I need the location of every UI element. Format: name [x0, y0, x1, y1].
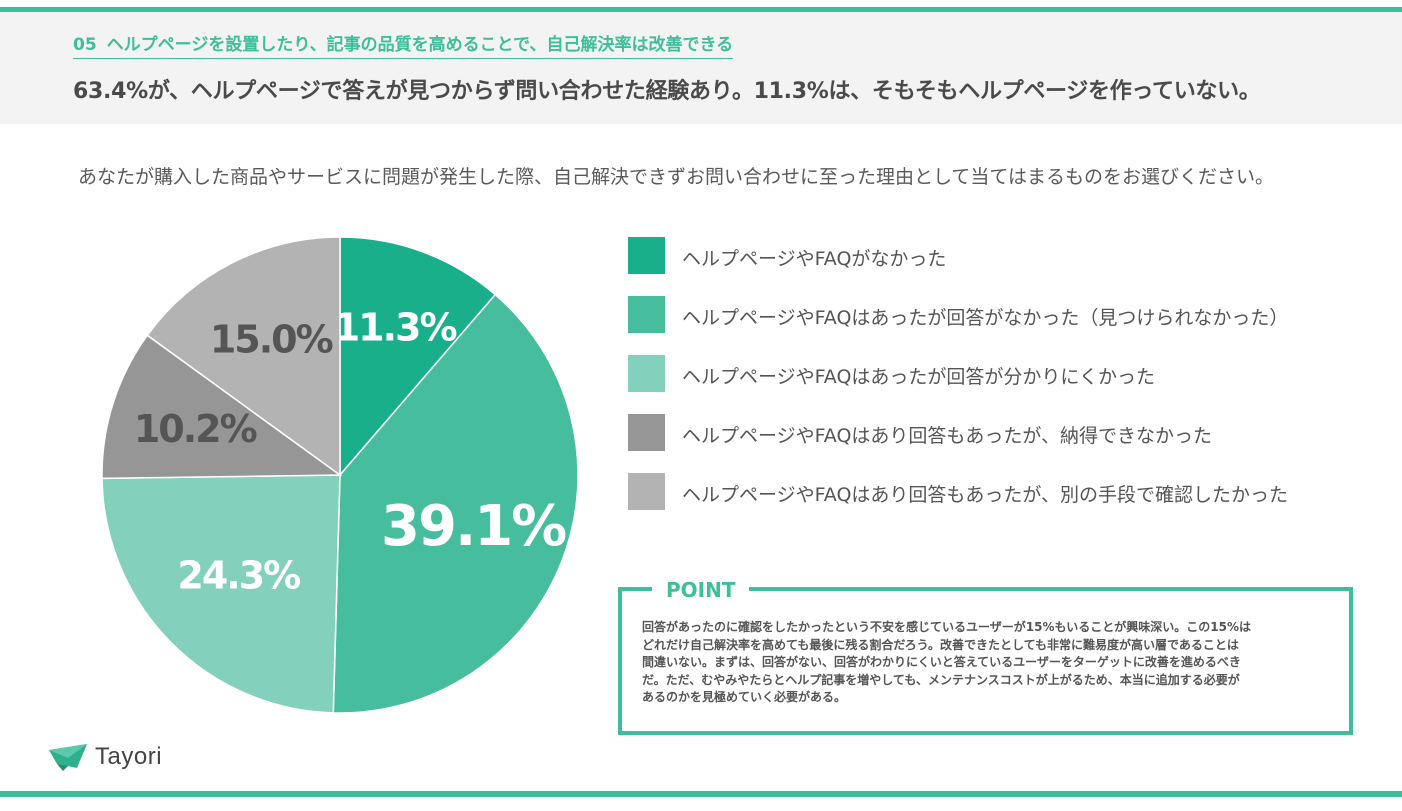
- point-box: POINT 回答があったのに確認をしたかったという不安を感じているユーザーが15…: [618, 576, 1353, 735]
- legend-label: ヘルプページやFAQはあり回答もあったが、納得できなかった: [682, 425, 1213, 447]
- headline: 63.4%が、ヘルプページで答えが見つからず問い合わせた経験あり。11.3%は、…: [73, 79, 1261, 104]
- logo-text: Tayori: [95, 743, 163, 770]
- legend-swatch: [628, 414, 665, 451]
- pie-slice-label: 10.2%: [134, 407, 257, 451]
- point-line: 回答があったのに確認をしたかったという不安を感じているユーザーが15%もいること…: [642, 620, 1251, 634]
- legend-label: ヘルプページやFAQはあり回答もあったが、別の手段で確認したかった: [682, 484, 1289, 506]
- point-text: 回答があったのに確認をしたかったという不安を感じているユーザーが15%もいること…: [642, 619, 1337, 707]
- legend-swatch: [628, 237, 665, 274]
- point-line: だ。ただ、むやみやたらとヘルプ記事を増やしても、メンテナンスコストが上がるため、…: [642, 672, 1240, 687]
- point-line: どれだけ自己解決率を高めても最後に残る割合だろう。改善できたとしても非常に難易度…: [642, 637, 1239, 652]
- legend-swatch: [628, 355, 665, 392]
- pie-chart: 11.3% 39.1% 24.3% 10.2% 15.0%: [101, 236, 579, 714]
- legend-label: ヘルプページやFAQがなかった: [682, 248, 947, 270]
- survey-question: あなたが購入した商品やサービスに問題が発生した際、自己解決できずお問い合わせに至…: [78, 166, 1275, 188]
- legend-swatch: [628, 296, 665, 333]
- section-title: ヘルプページを設置したり、記事の品質を高めることで、自己解決率は改善できる: [106, 35, 734, 55]
- point-line: 間違いない。まずは、回答がない、回答がわかりにくいと答えているユーザーをターゲッ…: [642, 655, 1241, 669]
- pie-slice: [101, 334, 343, 480]
- pie-slice-label: 15.0%: [210, 317, 333, 361]
- pie-slice-label: 24.3%: [177, 553, 300, 597]
- pie-slice-label: 11.3%: [334, 306, 457, 350]
- pie-slice: [339, 236, 497, 478]
- pie-slice: [146, 236, 341, 477]
- legend-label: ヘルプページやFAQはあったが回答がなかった（見つけられなかった）: [682, 307, 1289, 329]
- bottom-accent-rule: [0, 791, 1402, 797]
- pie-slice: [101, 474, 341, 714]
- header-band: [0, 12, 1402, 124]
- pie-slice-label: 39.1%: [381, 494, 566, 559]
- tayori-logo: Tayori: [47, 740, 162, 774]
- legend-item: ヘルプページやFAQがなかった: [628, 237, 1368, 274]
- legend-item: ヘルプページやFAQはあり回答もあったが、納得できなかった: [628, 414, 1368, 451]
- legend-item: ヘルプページやFAQはあったが回答がなかった（見つけられなかった）: [628, 296, 1368, 333]
- point-line: あるのかを見極めていく必要がある。: [642, 690, 847, 704]
- section-label: 05 ヘルプページを設置したり、記事の品質を高めることで、自己解決率は改善できる: [73, 30, 734, 59]
- legend-item: ヘルプページやFAQはあり回答もあったが、別の手段で確認したかった: [628, 473, 1368, 510]
- legend-swatch: [628, 473, 665, 510]
- legend-label: ヘルプページやFAQはあったが回答が分かりにくかった: [682, 366, 1156, 388]
- legend-item: ヘルプページやFAQはあったが回答が分かりにくかった: [628, 355, 1368, 392]
- section-number: 05: [73, 35, 97, 55]
- top-accent-rule: [0, 7, 1402, 12]
- envelope-logo-icon: [49, 744, 87, 771]
- pie-slice: [332, 293, 579, 714]
- point-title: POINT: [652, 576, 750, 604]
